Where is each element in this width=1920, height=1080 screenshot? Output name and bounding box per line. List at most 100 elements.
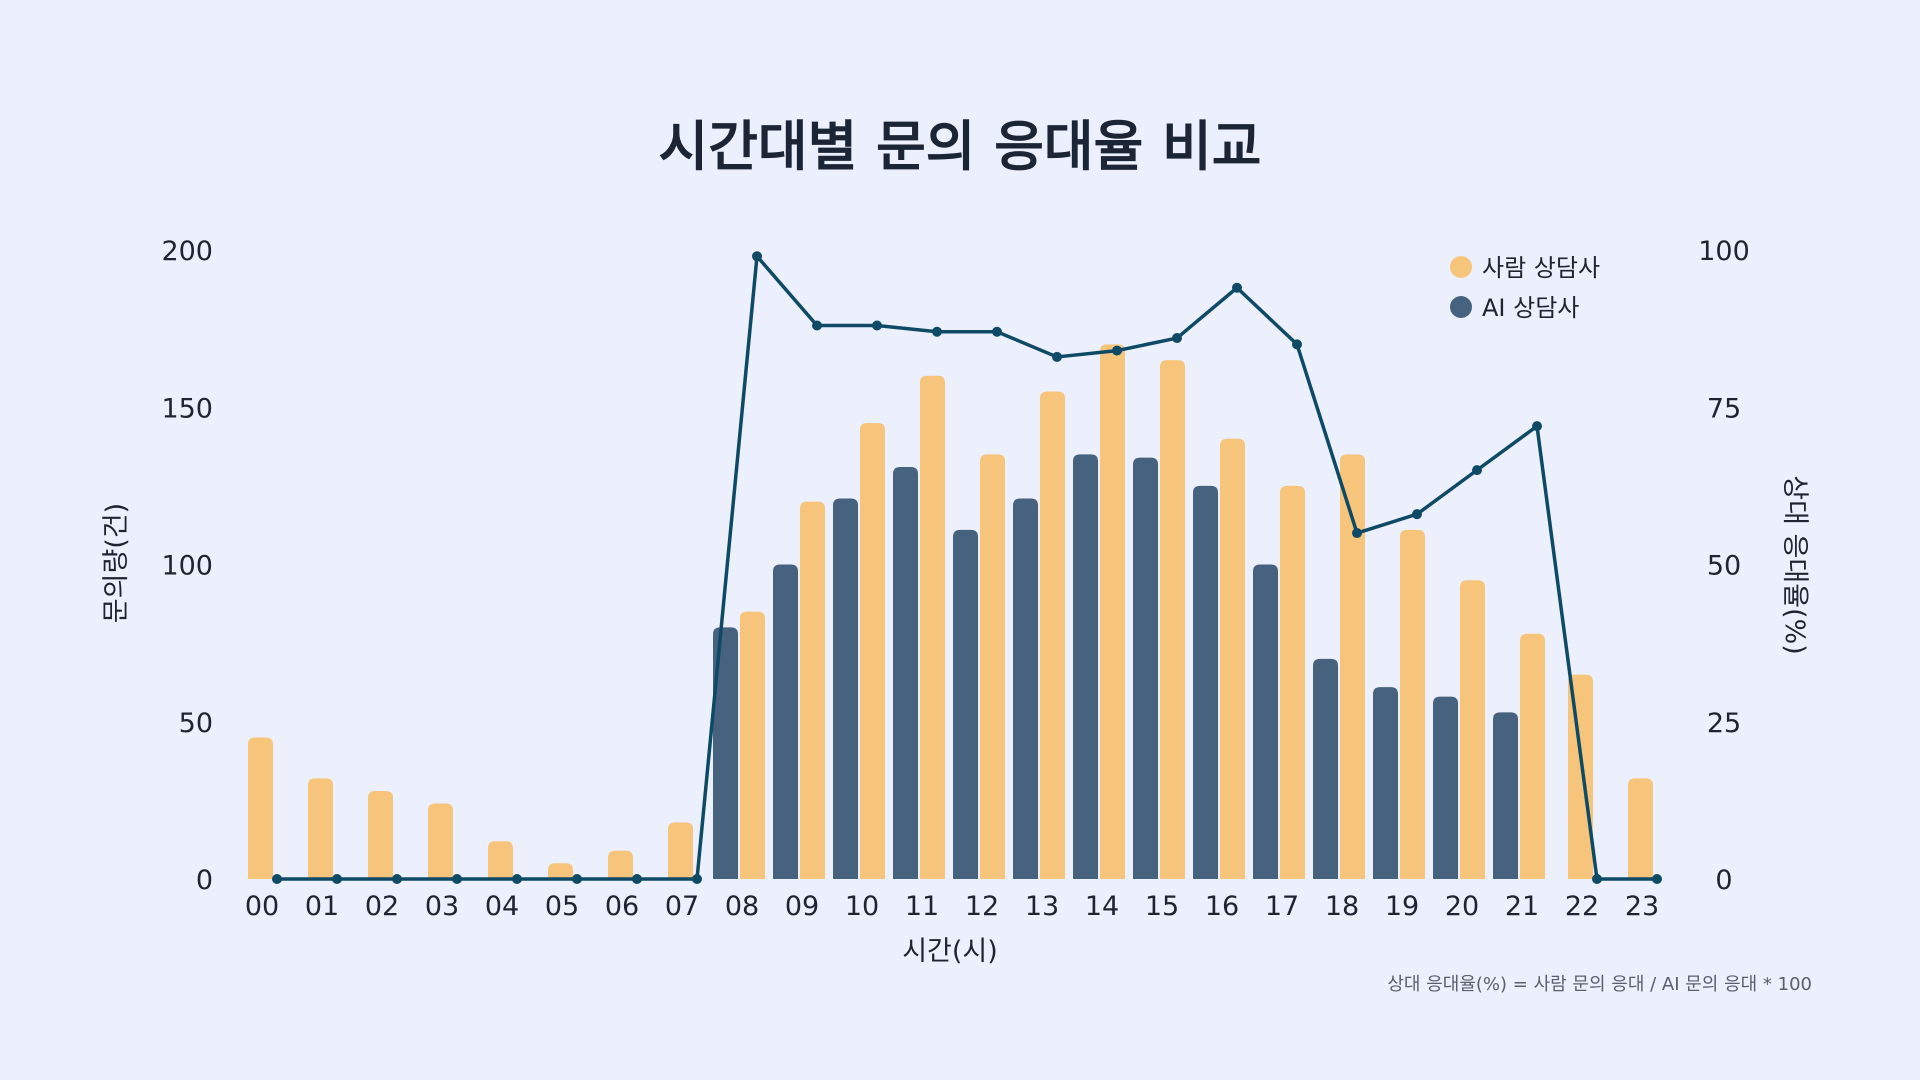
x-tick-label: 17	[1265, 891, 1299, 922]
bar-ai	[1373, 687, 1398, 879]
x-tick-label: 06	[605, 891, 639, 922]
x-tick-label: 21	[1505, 891, 1539, 922]
x-tick-label: 19	[1385, 891, 1419, 922]
bar-human	[668, 822, 693, 879]
x-tick-label: 03	[425, 891, 459, 922]
bar-human	[980, 454, 1005, 879]
legend-label-human: 사람 상담사	[1482, 254, 1600, 282]
bar-human	[248, 737, 273, 879]
bar-human	[608, 850, 633, 879]
y2-tick-label: 100	[1698, 236, 1750, 267]
x-tick-label: 12	[965, 891, 999, 922]
line-point	[1052, 351, 1062, 362]
legend: 사람 상담사 AI 상담사	[1450, 254, 1600, 322]
bar-ai	[1313, 658, 1338, 879]
x-tick-label: 18	[1325, 891, 1359, 922]
response-rate-line	[272, 251, 1662, 884]
x-tick-label: 04	[485, 891, 519, 922]
y-tick-label: 0	[196, 865, 213, 896]
y-axis-label: 문의량(건)	[101, 503, 132, 623]
line-point	[692, 874, 702, 884]
legend-swatch-ai	[1450, 296, 1472, 318]
x-tick-label: 13	[1025, 891, 1059, 922]
y-tick-label: 100	[161, 551, 213, 582]
bar-ai	[893, 467, 918, 879]
x-tick-label: 14	[1085, 891, 1119, 922]
line-point	[932, 326, 942, 337]
x-tick-label: 01	[305, 891, 339, 922]
bar-human	[1220, 438, 1245, 879]
x-tick-label: 20	[1445, 891, 1479, 922]
bar-human	[368, 790, 393, 879]
line-point	[332, 874, 342, 884]
line-point	[1292, 339, 1302, 350]
line-point	[452, 874, 462, 884]
line-point	[632, 874, 642, 884]
bar-human	[1400, 529, 1425, 879]
x-tick-label: 09	[785, 891, 819, 922]
x-tick-label: 00	[245, 891, 279, 922]
line-point	[272, 874, 282, 884]
bar-human	[1460, 580, 1485, 879]
bar-human	[740, 611, 765, 879]
line-point	[1352, 528, 1362, 539]
x-tick-label: 15	[1145, 891, 1179, 922]
line-point	[1112, 345, 1122, 356]
bar-human	[1340, 454, 1365, 879]
x-tick-label: 05	[545, 891, 579, 922]
x-tick-label: 07	[665, 891, 699, 922]
line-point	[1652, 874, 1662, 884]
line-point	[812, 320, 822, 331]
bar-human	[1040, 391, 1065, 879]
line-point	[512, 874, 522, 884]
legend-swatch-human	[1450, 256, 1472, 278]
bar-human	[1628, 778, 1653, 879]
line-point	[392, 874, 402, 884]
bar-human	[428, 803, 453, 879]
bar-ai	[1013, 498, 1038, 879]
x-tick-label: 22	[1565, 891, 1599, 922]
line-point	[1412, 509, 1422, 520]
line-point	[992, 326, 1002, 337]
x-tick-label: 16	[1205, 891, 1239, 922]
bar-human	[1160, 360, 1185, 879]
bar-ai	[1253, 564, 1278, 879]
bar-ai	[713, 627, 738, 879]
line-point	[872, 320, 882, 331]
legend-label-ai: AI 상담사	[1482, 294, 1579, 322]
bar-human	[1568, 674, 1593, 879]
bar-human	[488, 841, 513, 879]
bar-human	[1520, 633, 1545, 879]
bar-ai	[1133, 457, 1158, 879]
bar-ai	[953, 529, 978, 879]
bar-ai	[1433, 696, 1458, 879]
line-point	[1172, 333, 1182, 344]
bar-ai	[1073, 454, 1098, 879]
right-axis-ticks: 0 25 50 75 100	[1698, 236, 1750, 896]
line-point	[1232, 282, 1242, 293]
line-point	[1472, 465, 1482, 476]
bar-human	[1100, 344, 1125, 880]
x-tick-label: 10	[845, 891, 879, 922]
y2-tick-label: 50	[1707, 551, 1741, 582]
bar-human	[548, 863, 573, 879]
x-tick-label: 02	[365, 891, 399, 922]
bar-human	[800, 501, 825, 879]
y2-tick-label: 75	[1707, 393, 1741, 424]
bar-human	[920, 375, 945, 879]
bar-human	[1280, 485, 1305, 879]
x-axis-ticks: 00 01 02 03 04 05 06 07 08 09 10 11 12 13 14 15 16 17 18 19…	[245, 891, 1659, 922]
line-point	[1592, 874, 1602, 884]
left-axis-ticks: 0 50 100 150 200	[161, 236, 213, 896]
y2-tick-label: 25	[1707, 708, 1741, 739]
bars	[248, 344, 1653, 880]
bar-ai	[833, 498, 858, 879]
bar-ai	[1493, 712, 1518, 879]
x-tick-label: 11	[905, 891, 939, 922]
line-point	[1532, 421, 1542, 432]
bar-human	[860, 422, 885, 879]
bar-ai	[773, 564, 798, 879]
bar-human	[308, 778, 333, 879]
bar-ai	[1193, 485, 1218, 879]
